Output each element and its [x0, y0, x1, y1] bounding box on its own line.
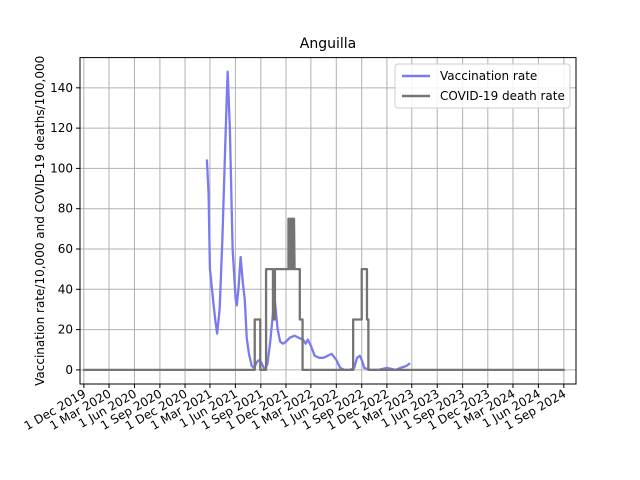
legend-frame [394, 63, 571, 109]
y-tick-label: 140 [50, 81, 73, 95]
y-tick-label: 60 [58, 242, 73, 256]
legend-label-vaccination: Vaccination rate [440, 69, 537, 83]
series-line-vaccination [205, 70, 411, 372]
y-tick-label: 80 [58, 202, 73, 216]
y-tick-label: 40 [58, 282, 73, 296]
plot-frame [79, 57, 577, 385]
legend-label-death: COVID-19 death rate [440, 89, 565, 103]
chart-title: Anguilla [300, 36, 356, 52]
y-tick-label: 100 [50, 161, 73, 175]
y-tick-label: 20 [58, 323, 73, 337]
y-tick-label: 120 [50, 121, 73, 135]
legend: Vaccination rate COVID-19 death rate [394, 63, 571, 109]
series-layer [82, 70, 565, 372]
series-line-death [82, 217, 565, 372]
y-axis: 0 20 40 60 80 100 120 140 [50, 81, 80, 377]
grid [80, 57, 576, 384]
y-axis-label: Vaccination rate/10,000 and COVID-19 dea… [33, 56, 47, 386]
y-tick-label: 0 [65, 363, 73, 377]
